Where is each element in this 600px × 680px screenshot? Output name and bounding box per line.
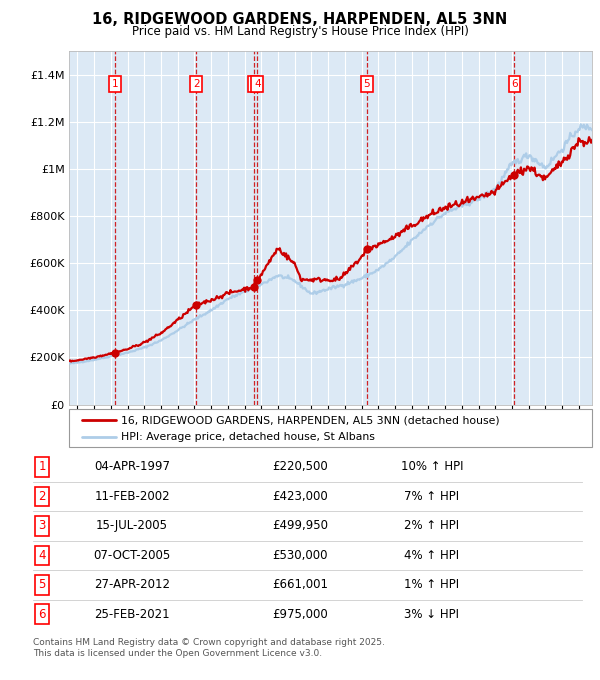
Text: 6: 6: [38, 608, 46, 621]
Text: 27-APR-2012: 27-APR-2012: [94, 578, 170, 592]
Text: 4: 4: [254, 79, 260, 89]
Text: 4: 4: [38, 549, 46, 562]
Text: 4% ↑ HPI: 4% ↑ HPI: [404, 549, 460, 562]
Text: 5: 5: [38, 578, 46, 592]
Text: £530,000: £530,000: [272, 549, 328, 562]
Text: 16, RIDGEWOOD GARDENS, HARPENDEN, AL5 3NN (detached house): 16, RIDGEWOOD GARDENS, HARPENDEN, AL5 3N…: [121, 415, 500, 425]
Text: 1: 1: [112, 79, 118, 89]
Text: 7% ↑ HPI: 7% ↑ HPI: [404, 490, 460, 503]
Text: 15-JUL-2005: 15-JUL-2005: [96, 520, 168, 532]
Text: 25-FEB-2021: 25-FEB-2021: [94, 608, 170, 621]
Text: 1: 1: [38, 460, 46, 473]
Text: 07-OCT-2005: 07-OCT-2005: [94, 549, 170, 562]
Text: 3% ↓ HPI: 3% ↓ HPI: [404, 608, 460, 621]
Text: 10% ↑ HPI: 10% ↑ HPI: [401, 460, 463, 473]
Text: 5: 5: [364, 79, 370, 89]
Text: £220,500: £220,500: [272, 460, 328, 473]
Text: £423,000: £423,000: [272, 490, 328, 503]
Text: Contains HM Land Registry data © Crown copyright and database right 2025.: Contains HM Land Registry data © Crown c…: [33, 638, 385, 647]
Text: 1% ↑ HPI: 1% ↑ HPI: [404, 578, 460, 592]
Text: 3: 3: [38, 520, 46, 532]
Text: 2: 2: [193, 79, 200, 89]
Text: 3: 3: [250, 79, 257, 89]
Text: £661,001: £661,001: [272, 578, 328, 592]
Text: 04-APR-1997: 04-APR-1997: [94, 460, 170, 473]
Text: 6: 6: [511, 79, 518, 89]
Text: This data is licensed under the Open Government Licence v3.0.: This data is licensed under the Open Gov…: [33, 649, 322, 658]
Text: £499,950: £499,950: [272, 520, 328, 532]
Text: Price paid vs. HM Land Registry's House Price Index (HPI): Price paid vs. HM Land Registry's House …: [131, 25, 469, 38]
FancyBboxPatch shape: [69, 409, 592, 447]
Text: 2: 2: [38, 490, 46, 503]
Text: 11-FEB-2002: 11-FEB-2002: [94, 490, 170, 503]
Text: £975,000: £975,000: [272, 608, 328, 621]
Text: HPI: Average price, detached house, St Albans: HPI: Average price, detached house, St A…: [121, 432, 375, 442]
Text: 16, RIDGEWOOD GARDENS, HARPENDEN, AL5 3NN: 16, RIDGEWOOD GARDENS, HARPENDEN, AL5 3N…: [92, 12, 508, 27]
Text: 2% ↑ HPI: 2% ↑ HPI: [404, 520, 460, 532]
